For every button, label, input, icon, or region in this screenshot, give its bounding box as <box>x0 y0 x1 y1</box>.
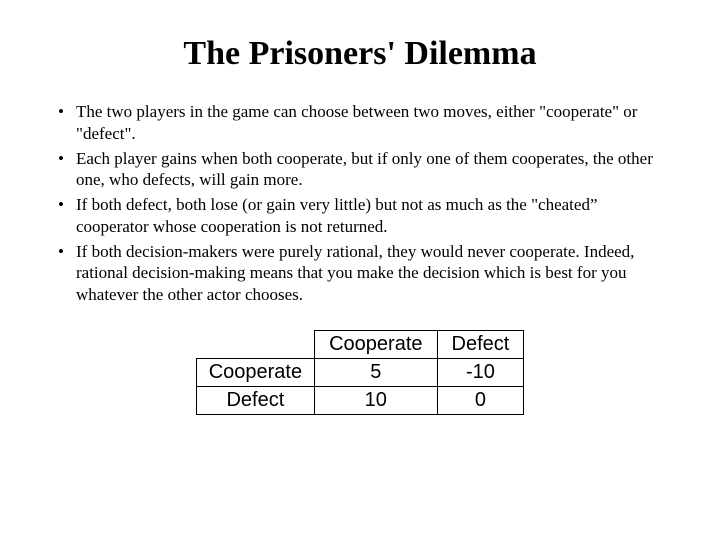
table-header-row: Cooperate Defect <box>196 330 524 358</box>
table-cell: 5 <box>315 358 437 386</box>
bullet-item: If both decision-makers were purely rati… <box>58 241 670 306</box>
column-header-defect: Defect <box>437 330 524 358</box>
payoff-table-container: Cooperate Defect Cooperate 5 -10 Defect … <box>50 330 670 415</box>
bullet-item: The two players in the game can choose b… <box>58 101 670 145</box>
table-cell: -10 <box>437 358 524 386</box>
page-title: The Prisoners' Dilemma <box>50 35 670 73</box>
bullet-item: Each player gains when both cooperate, b… <box>58 148 670 192</box>
table-cell: 10 <box>315 386 437 414</box>
row-label-defect: Defect <box>196 386 314 414</box>
payoff-table: Cooperate Defect Cooperate 5 -10 Defect … <box>196 330 525 415</box>
row-label-cooperate: Cooperate <box>196 358 314 386</box>
column-header-cooperate: Cooperate <box>315 330 437 358</box>
table-cell: 0 <box>437 386 524 414</box>
bullet-item: If both defect, both lose (or gain very … <box>58 194 670 238</box>
table-corner-cell <box>196 330 314 358</box>
bullet-list: The two players in the game can choose b… <box>50 101 670 306</box>
table-row: Defect 10 0 <box>196 386 524 414</box>
table-row: Cooperate 5 -10 <box>196 358 524 386</box>
